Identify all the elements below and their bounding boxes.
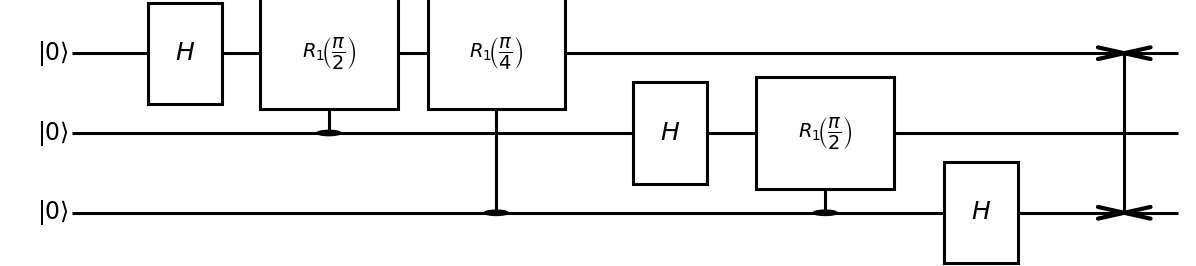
FancyBboxPatch shape [756, 77, 893, 189]
Text: $|0\rangle$: $|0\rangle$ [37, 198, 69, 227]
Text: $R_1\!\left(\dfrac{\pi}{4}\right)$: $R_1\!\left(\dfrac{\pi}{4}\right)$ [469, 35, 524, 71]
Text: $H$: $H$ [971, 201, 990, 224]
Text: $|0\rangle$: $|0\rangle$ [37, 118, 69, 148]
FancyBboxPatch shape [428, 0, 565, 109]
FancyBboxPatch shape [148, 3, 222, 104]
Circle shape [317, 130, 341, 136]
Text: $R_1\!\left(\dfrac{\pi}{2}\right)$: $R_1\!\left(\dfrac{\pi}{2}\right)$ [301, 35, 356, 71]
Text: $|0\rangle$: $|0\rangle$ [37, 39, 69, 68]
Text: $R_1\!\left(\dfrac{\pi}{2}\right)$: $R_1\!\left(\dfrac{\pi}{2}\right)$ [798, 115, 853, 151]
Circle shape [484, 210, 508, 215]
FancyBboxPatch shape [633, 82, 707, 184]
Text: $H$: $H$ [660, 122, 679, 144]
Text: $H$: $H$ [176, 42, 195, 65]
FancyBboxPatch shape [944, 162, 1018, 263]
FancyBboxPatch shape [261, 0, 397, 109]
Circle shape [813, 210, 837, 215]
